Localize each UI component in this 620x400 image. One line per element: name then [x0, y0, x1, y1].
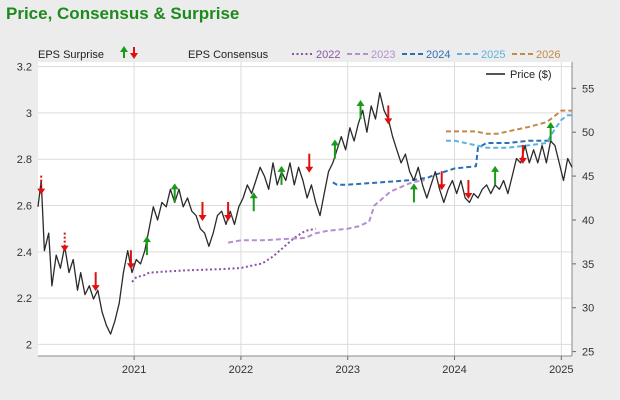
- legend-series-label-2023: 2023: [371, 49, 395, 61]
- y-right-tick-label: 45: [582, 171, 594, 183]
- y-right-tick-label: 40: [582, 215, 594, 227]
- y-right-tick-label: 35: [582, 259, 594, 271]
- eps-surprise-up-arrow: [277, 165, 286, 185]
- eps-surprise-down-arrow: [198, 201, 207, 221]
- legend: EPS Surprise EPS Consensus 2022 2023 2024 2…: [38, 46, 560, 81]
- y-left-tick-label: 3: [26, 108, 32, 120]
- price-line-path: [37, 92, 573, 335]
- x-tick-label: 2024: [442, 364, 466, 376]
- legend-down-arrow-icon: [130, 47, 138, 59]
- legend-series-label-2025: 2025: [481, 49, 505, 61]
- eps-surprise-down-arrow: [437, 171, 446, 191]
- y-left-tick-label: 2.8: [17, 154, 32, 166]
- grid: [38, 62, 572, 356]
- legend-up-arrow-icon: [120, 46, 128, 58]
- eps-surprise-down-arrow: [126, 250, 135, 270]
- y-right-tick-label: 30: [582, 303, 594, 315]
- legend-series-label-2022: 2022: [316, 49, 340, 61]
- legend-eps-consensus-label: EPS Consensus: [188, 49, 269, 61]
- eps-surprise-up-arrow: [546, 121, 555, 141]
- y-right-tick-label: 25: [582, 347, 594, 359]
- price-line: [37, 92, 573, 335]
- x-tick-label: 2023: [335, 364, 359, 376]
- y-left-tick-label: 2.4: [17, 247, 32, 259]
- eps-surprise-up-arrow: [330, 139, 339, 159]
- legend-consensus-series: 2022 2023 2024 2025 2026: [292, 49, 560, 61]
- eps-surprise-up-arrow: [491, 165, 500, 185]
- eps-surprise-up-arrow: [142, 236, 151, 256]
- eps-surprise-down-arrow: [91, 272, 100, 292]
- legend-eps-surprise-label: EPS Surprise: [38, 49, 104, 61]
- consensus-line-2023: [227, 179, 425, 244]
- consensus-line-2026: [446, 109, 572, 135]
- plot-area: [38, 62, 572, 356]
- legend-price-label: Price ($): [510, 69, 552, 81]
- legend-series-label-2026: 2026: [536, 49, 560, 61]
- consensus-line-2025: [446, 114, 572, 149]
- y-right-tick-label: 50: [582, 127, 594, 139]
- consensus-lines: [131, 109, 572, 283]
- eps-surprise-down-arrow: [464, 180, 473, 200]
- eps-surprise-arrows: [37, 100, 555, 292]
- legend-series-label-2024: 2024: [426, 49, 450, 61]
- eps-surprise-down-arrow: [384, 105, 393, 125]
- eps-surprise-down-arrow: [224, 201, 233, 221]
- eps-surprise-down-arrow: [37, 175, 46, 195]
- x-tick-label: 2022: [229, 364, 253, 376]
- eps-surprise-down-arrow: [518, 144, 527, 164]
- eps-surprise-down-arrow: [305, 153, 314, 173]
- y-left-tick-label: 2: [26, 339, 32, 351]
- eps-surprise-up-arrow: [170, 183, 179, 203]
- axes: 2 2.2 2.4 2.6 2.8 3 3.2 25 30 35 40 45 50 55 2021 2022 2…: [17, 62, 595, 376]
- consensus-line-2024: [332, 139, 551, 186]
- eps-surprise-down-arrow: [60, 232, 69, 252]
- y-left-tick-label: 2.2: [17, 293, 32, 305]
- chart-title: Price, Consensus & Surprise: [6, 4, 240, 23]
- y-left-tick-label: 2.6: [17, 201, 32, 213]
- eps-surprise-up-arrow: [356, 100, 365, 120]
- y-left-tick-label: 3.2: [17, 62, 32, 74]
- x-tick-label: 2021: [122, 364, 146, 376]
- x-tick-label: 2025: [549, 364, 573, 376]
- eps-surprise-up-arrow: [409, 183, 418, 203]
- eps-surprise-up-arrow: [249, 192, 258, 212]
- y-right-tick-label: 55: [582, 83, 594, 95]
